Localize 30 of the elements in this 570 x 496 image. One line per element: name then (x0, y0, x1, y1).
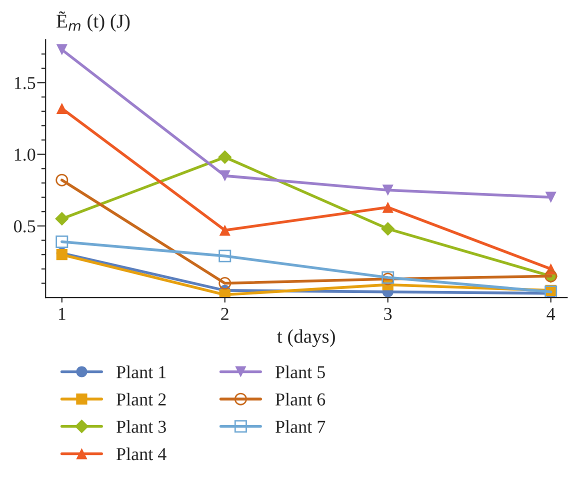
point (56, 102, 68, 114)
x-tick-label: 4 (546, 308, 556, 320)
legend-label: Plant 2 (116, 392, 166, 406)
point (218, 150, 232, 164)
point (55, 212, 69, 226)
point (382, 184, 394, 196)
legend-label: Plant 7 (276, 420, 326, 433)
x-axis-title: t (days) (277, 329, 335, 347)
point (56, 235, 68, 248)
point (56, 174, 68, 186)
y-tick-label: 1.0 (14, 148, 36, 161)
point (218, 277, 232, 290)
point (380, 222, 395, 236)
y-tick-label: 1.5 (14, 77, 36, 90)
legend-label: Plant 1 (116, 366, 166, 378)
point (545, 192, 556, 203)
point (218, 250, 232, 262)
point (219, 224, 230, 236)
point (56, 44, 68, 56)
point (382, 202, 394, 213)
legend-label: Plant 5 (276, 366, 325, 378)
x-tick-label: 2 (221, 308, 228, 320)
y-tick-label: 0.5 (14, 220, 36, 232)
point (219, 170, 230, 182)
x-tick-label: 1 (58, 308, 66, 320)
legend-label: Plant 4 (116, 447, 166, 460)
x-tick-label: 3 (384, 308, 392, 320)
legend-label: Plant 6 (276, 392, 326, 406)
y-axis-title: Ẽ$_{m}$ (t) (J) (56, 11, 130, 32)
legend-label: Plant 3 (116, 420, 166, 433)
